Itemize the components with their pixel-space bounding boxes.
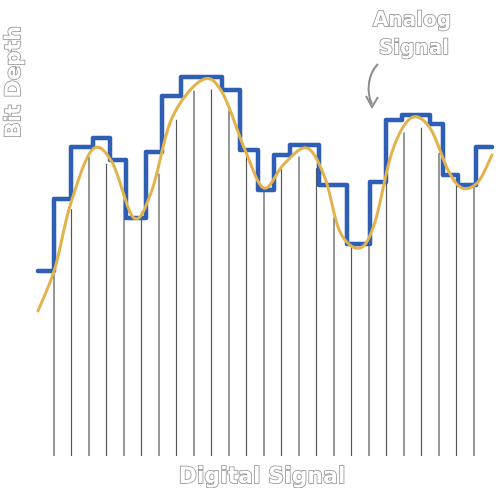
digital-step-signal [35,74,495,274]
arrow-head-icon [365,95,379,110]
curved-arrow-icon [367,63,379,105]
x-axis-label: Digital Signal [179,464,346,488]
y-axis-label: Bit Depth [1,26,25,138]
analog-signal-curve [36,76,494,313]
annotation-signal: Signal [379,35,449,59]
annotation-analog: Analog [373,7,451,31]
sample-lines [53,89,475,456]
